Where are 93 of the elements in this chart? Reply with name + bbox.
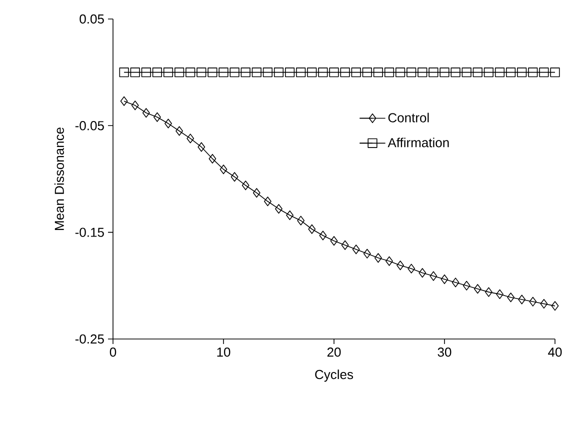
point [152,68,162,78]
point [240,68,250,78]
point [484,287,492,297]
point [373,68,383,78]
point [218,68,228,78]
point [484,68,494,78]
point [164,118,172,128]
point [551,301,559,311]
point [440,274,448,284]
point [142,108,150,118]
point [341,240,349,250]
point [396,260,404,270]
y-tick-label: -0.15 [75,228,104,237]
point [418,68,428,78]
point [319,230,327,240]
point [450,68,460,78]
point [198,142,206,152]
point [462,68,472,78]
point [275,204,282,214]
point [264,196,272,206]
point [230,172,238,182]
point [220,164,228,174]
point [329,68,339,78]
point [308,224,316,234]
point [340,68,350,78]
point [274,68,284,78]
point [351,68,361,78]
point [550,68,560,78]
point [518,294,526,304]
point [528,68,538,78]
legend-label: Control [388,112,429,122]
y-axis-title: Mean Dissonance [54,128,64,230]
point [540,298,548,309]
point [242,180,250,190]
point [163,68,174,78]
y-tick-label: 0.05 [80,14,104,24]
x-tick-label: 20 [327,348,341,357]
point [418,268,426,278]
x-tick-label: 30 [438,348,452,357]
point [186,134,194,144]
point [395,68,406,78]
point [506,68,516,78]
point [386,256,393,266]
point [462,280,470,290]
point [428,68,438,78]
point [119,68,129,78]
point [286,210,294,220]
point [352,244,360,254]
point [496,289,504,299]
x-tick-label: 40 [548,348,562,357]
point [120,96,128,106]
point [406,68,416,78]
point [252,188,260,198]
point [186,68,196,78]
point [230,68,240,78]
point [208,68,218,78]
point [539,68,549,78]
point [174,68,184,78]
point [297,216,305,226]
point [430,271,438,281]
y-tick-label: -0.25 [75,334,104,344]
point [384,68,394,78]
point [452,278,460,288]
point [517,68,527,78]
point [130,68,140,78]
point [440,68,450,78]
point [262,68,272,78]
point [507,292,514,302]
x-tick-label: 10 [217,348,230,357]
point [285,68,295,78]
point [208,154,216,164]
point [494,68,505,78]
point [196,68,206,78]
point [362,68,372,78]
point [474,284,482,294]
legend-label: Affirmation [388,138,449,148]
y-tick-label: -0.05 [75,121,104,130]
point [296,68,306,78]
point [472,68,482,78]
point [318,68,328,78]
point [408,264,416,274]
point [374,253,382,263]
point [363,248,371,258]
point [141,68,151,78]
point [330,236,338,246]
x-tick-label: 0 [110,348,116,357]
point [307,68,317,78]
point [131,100,139,110]
point [154,112,161,122]
point [252,68,262,78]
x-axis-title: Cycles [315,370,354,382]
point [176,126,183,136]
point [529,296,537,306]
